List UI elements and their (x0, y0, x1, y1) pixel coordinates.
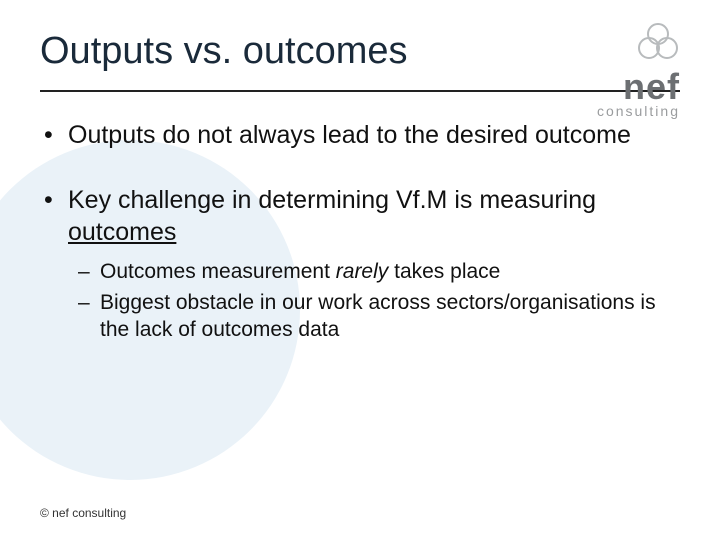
sub-bullet-2: Biggest obstacle in our work across sect… (40, 289, 660, 344)
slide: Outputs vs. outcomes nef consulting Outp… (0, 0, 720, 540)
logo-brand: nef (570, 69, 680, 105)
sub1-italic: rarely (336, 260, 389, 283)
content-area: Outputs do not always lead to the desire… (40, 120, 660, 344)
footer-text: nef consulting (49, 506, 126, 520)
logo-tagline: consulting (570, 103, 680, 119)
bullet-2-text: Key challenge in determining Vf.M is mea… (68, 186, 596, 214)
sub1-post: takes place (388, 260, 500, 283)
footer: © nef consulting (40, 506, 126, 520)
copyright-icon: © (40, 506, 49, 520)
sub1-pre: Outcomes measurement (100, 260, 336, 283)
slide-title: Outputs vs. outcomes (40, 30, 408, 73)
clover-icon (636, 22, 680, 67)
bullet-2: Key challenge in determining Vf.M is mea… (40, 185, 660, 248)
bullet-1: Outputs do not always lead to the desire… (40, 120, 660, 151)
bullet-2-underline: outcomes (68, 218, 176, 246)
logo: nef consulting (570, 22, 680, 119)
sub-bullet-1: Outcomes measurement rarely takes place (40, 258, 660, 285)
